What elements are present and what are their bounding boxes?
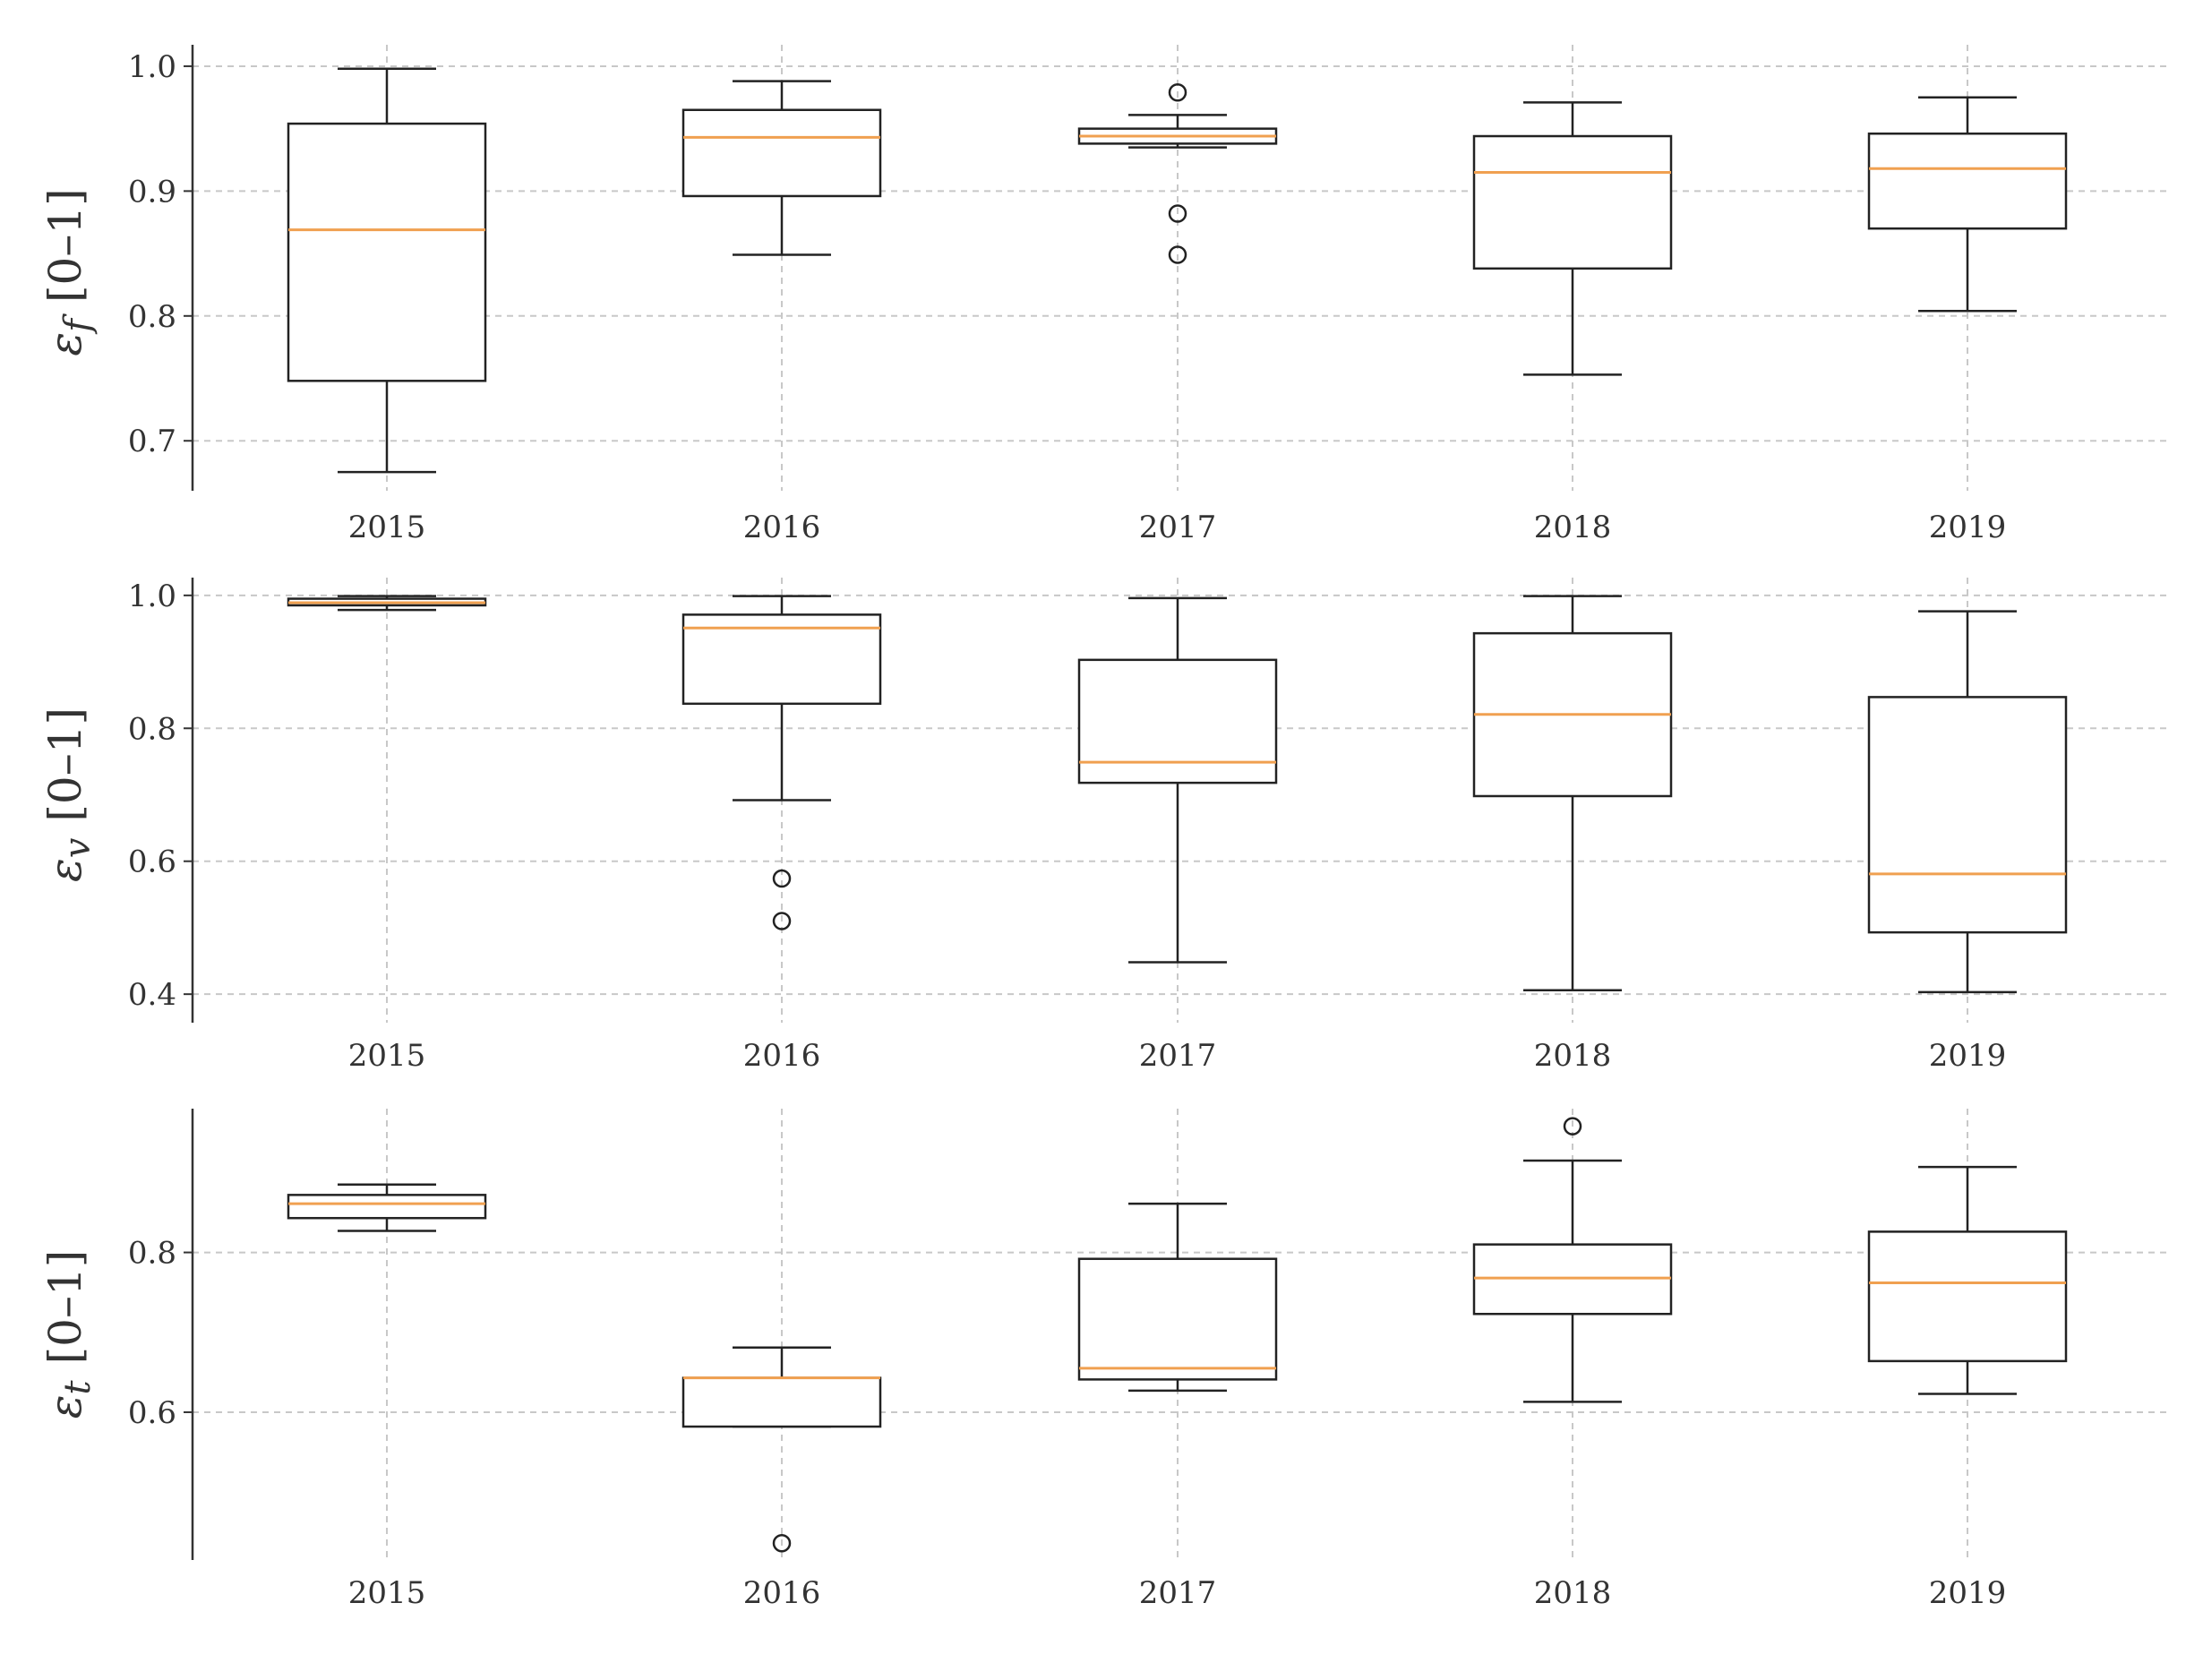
y-tick-label: 0.9 [128, 174, 176, 210]
x-tick-label: 2015 [348, 510, 426, 545]
x-tick-label: 2017 [1139, 1038, 1217, 1074]
x-tick-label: 2015 [348, 1575, 426, 1611]
iqr-box [1472, 134, 1673, 270]
x-tick-label: 2016 [743, 510, 821, 545]
iqr-box [287, 122, 487, 382]
x-tick-label: 2018 [1534, 1038, 1612, 1074]
x-tick-label: 2017 [1139, 510, 1217, 545]
x-tick-label: 2018 [1534, 510, 1612, 545]
y-tick-label: 0.7 [128, 424, 176, 459]
y-tick-label: 0.6 [128, 844, 176, 880]
iqr-box [681, 613, 882, 706]
x-tick-label: 2017 [1139, 1575, 1217, 1611]
outlier-point [772, 912, 792, 930]
outlier-point [772, 869, 792, 888]
iqr-box [681, 1376, 882, 1428]
outlier-point [1168, 82, 1187, 102]
y-tick-label: 0.8 [128, 1236, 176, 1272]
x-tick-label: 2019 [1929, 1038, 2007, 1074]
y-tick-label: 1.0 [128, 49, 176, 85]
iqr-box [1077, 1257, 1278, 1381]
iqr-box [1867, 132, 2068, 230]
x-tick-label: 2019 [1929, 510, 2007, 545]
outlier-point [772, 1534, 792, 1553]
x-tick-label: 2015 [348, 1038, 426, 1074]
outlier-point [1563, 1117, 1582, 1136]
outlier-point [1168, 245, 1187, 264]
iqr-box [1077, 658, 1278, 784]
y-tick-label: 0.4 [128, 977, 176, 1013]
y-tick-label: 0.6 [128, 1395, 176, 1431]
y-tick-label: 0.8 [128, 711, 176, 747]
outlier-point [1168, 204, 1187, 223]
x-tick-label: 2016 [743, 1038, 821, 1074]
iqr-box [1867, 696, 2068, 934]
x-tick-label: 2019 [1929, 1575, 2007, 1611]
x-tick-label: 2018 [1534, 1575, 1612, 1611]
iqr-box [287, 1194, 487, 1220]
y-axis-label: εt[0–1] [39, 1250, 99, 1419]
iqr-box [681, 108, 882, 198]
y-tick-label: 0.8 [128, 299, 176, 335]
x-tick-label: 2016 [743, 1575, 821, 1611]
y-axis-label: εf[0–1] [39, 188, 99, 356]
iqr-box [1867, 1230, 2068, 1363]
y-tick-label: 1.0 [128, 579, 176, 614]
y-axis-label: εv[0–1] [39, 707, 99, 882]
